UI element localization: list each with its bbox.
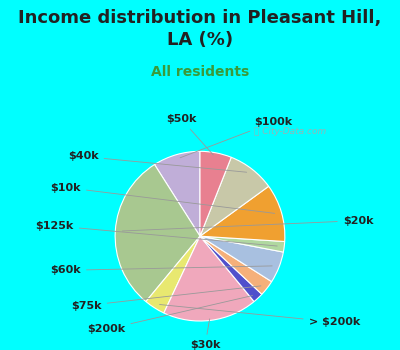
Text: $60k: $60k (50, 265, 272, 275)
Wedge shape (200, 236, 285, 252)
Text: $75k: $75k (71, 286, 261, 310)
Wedge shape (154, 151, 200, 236)
Wedge shape (164, 236, 254, 321)
Text: $100k: $100k (180, 117, 292, 158)
Text: $40k: $40k (68, 152, 247, 172)
Text: $50k: $50k (166, 114, 213, 155)
Wedge shape (200, 236, 262, 302)
Wedge shape (200, 186, 285, 242)
Text: $20k: $20k (122, 216, 373, 231)
Wedge shape (200, 236, 272, 294)
Text: $10k: $10k (50, 183, 275, 214)
Text: > $200k: > $200k (160, 304, 360, 327)
Text: Income distribution in Pleasant Hill,
LA (%): Income distribution in Pleasant Hill, LA… (18, 9, 382, 49)
Wedge shape (146, 236, 200, 313)
Text: $200k: $200k (87, 295, 252, 334)
Text: ⓘ City-Data.com: ⓘ City-Data.com (254, 127, 326, 135)
Text: All residents: All residents (151, 65, 249, 79)
Wedge shape (200, 236, 283, 282)
Wedge shape (200, 157, 269, 236)
Wedge shape (115, 164, 200, 302)
Text: $125k: $125k (36, 221, 277, 246)
Wedge shape (200, 151, 231, 236)
Text: $30k: $30k (190, 319, 220, 350)
